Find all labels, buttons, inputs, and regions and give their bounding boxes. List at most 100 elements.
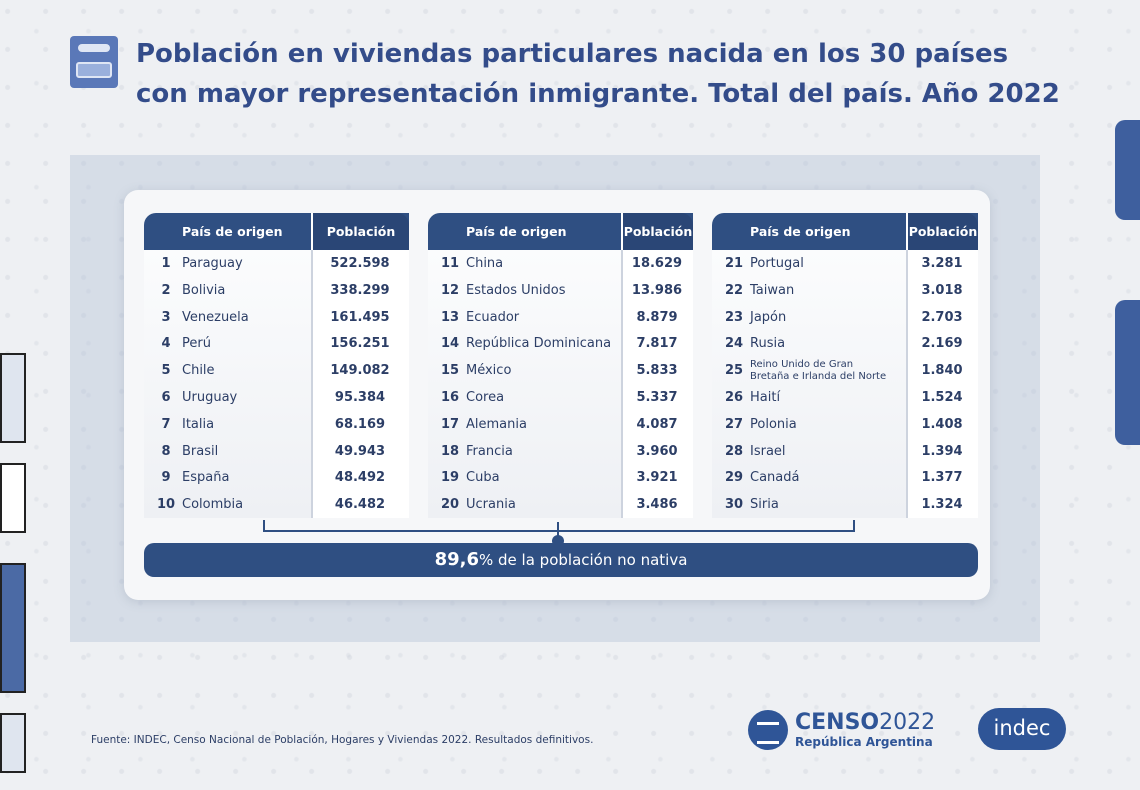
country-name: Italia	[182, 416, 215, 432]
rank-number: 3	[161, 309, 171, 325]
table-body: 21 Portugal 3.281 22 Taiwan 3.018 23 Japón 2.703…	[712, 250, 978, 518]
country-name: Polonia	[750, 416, 797, 432]
country-name: Japón	[750, 309, 787, 325]
deco-block	[1115, 300, 1140, 445]
population-value: 2.703	[921, 309, 963, 325]
population-value: 8.879	[636, 309, 678, 325]
table-row: 30 Siria 1.324	[712, 491, 978, 518]
censo-subtitle: República Argentina	[795, 735, 933, 749]
header-population: Población	[621, 213, 693, 250]
country-name: China	[466, 256, 504, 271]
censo-word: CENSO	[795, 710, 880, 735]
deco-block	[0, 713, 26, 773]
rank-number: 11	[440, 256, 460, 271]
population-value: 1.408	[921, 416, 963, 432]
table-header: País de origen Población	[712, 213, 978, 250]
population-value: 4.087	[636, 416, 678, 432]
population-value: 161.495	[330, 309, 390, 325]
table-body: 1 Paraguay 522.598 2 Bolivia 338.299 3 Venezuel…	[144, 250, 409, 518]
rank-number: 8	[161, 443, 171, 459]
table-row: 14 República Dominicana 7.817	[428, 330, 693, 357]
rank-number: 14	[440, 336, 460, 352]
table-ranks-1-10: País de origen Población 1 Paraguay 522.598 2…	[144, 213, 409, 518]
population-value: 95.384	[334, 389, 386, 405]
population-value: 3.486	[636, 497, 678, 513]
population-value: 3.281	[921, 256, 963, 271]
summary-bracket	[263, 520, 855, 532]
country-name: Reino Unido de Gran Bretaña e Irlanda del…	[750, 359, 886, 383]
population-value: 5.337	[636, 389, 678, 405]
table-row: 9 España 48.492	[144, 464, 409, 491]
rank-number: 6	[161, 389, 171, 405]
rank-number: 9	[161, 470, 171, 486]
table-row: 19 Cuba 3.921	[428, 464, 693, 491]
population-value: 3.960	[636, 443, 678, 459]
bracket-stem	[557, 522, 559, 536]
rank-number: 2	[161, 282, 171, 298]
population-column	[906, 250, 978, 518]
table-row: 8 Brasil 49.943	[144, 438, 409, 465]
country-name: México	[466, 363, 512, 379]
right-decoration	[1115, 20, 1140, 445]
table-row: 2 Bolivia 338.299	[144, 277, 409, 304]
table-ranks-21-30: País de origen Población 21 Portugal 3.281 22…	[712, 213, 978, 518]
population-value: 49.943	[334, 443, 386, 459]
deco-block	[0, 563, 26, 693]
bus-icon	[76, 62, 112, 78]
country-name: Alemania	[466, 416, 527, 432]
summary-bar: 89,6% de la población no nativa	[144, 543, 978, 577]
header-population: Población	[311, 213, 409, 250]
population-value: 48.492	[334, 470, 386, 486]
country-name: Haití	[750, 389, 781, 405]
table-row: 23 Japón 2.703	[712, 304, 978, 331]
population-value: 1.324	[921, 497, 963, 513]
deco-block	[0, 463, 26, 533]
rank-number: 27	[724, 416, 744, 432]
header-country: País de origen	[750, 224, 851, 239]
table-row: 24 Rusia 2.169	[712, 330, 978, 357]
population-value: 1.377	[921, 470, 963, 486]
table-header: País de origen Población	[144, 213, 409, 250]
table-row: 17 Alemania 4.087	[428, 411, 693, 438]
country-name: Colombia	[182, 497, 244, 513]
rank-number: 29	[724, 470, 744, 486]
rank-number: 26	[724, 389, 744, 405]
rank-number: 23	[724, 309, 744, 325]
airplane-icon	[78, 44, 110, 52]
country-name: Bolivia	[182, 282, 226, 298]
rank-number: 25	[724, 363, 744, 379]
table-row: 1 Paraguay 522.598	[144, 250, 409, 277]
population-value: 3.018	[921, 282, 963, 298]
header-country: País de origen	[466, 224, 567, 239]
rank-number: 22	[724, 282, 744, 298]
table-ranks-11-20: País de origen Población 11 China 18.629 12 Es…	[428, 213, 693, 518]
population-value: 5.833	[636, 363, 678, 379]
population-value: 7.817	[636, 336, 678, 352]
censo-year: 2022	[879, 710, 936, 735]
population-value: 1.394	[921, 443, 963, 459]
country-name-line: Bretaña e Irlanda del Norte	[750, 371, 887, 383]
table-row: 25 Reino Unido de Gran Bretaña e Irlanda d…	[712, 357, 978, 384]
rank-number: 20	[440, 497, 460, 513]
country-name: Ecuador	[466, 309, 520, 325]
rank-number: 18	[440, 443, 460, 459]
country-name: Estados Unidos	[466, 282, 566, 298]
table-row: 21 Portugal 3.281	[712, 250, 978, 277]
rank-number: 12	[440, 282, 460, 298]
table-row: 11 China 18.629	[428, 250, 693, 277]
table-row: 4 Perú 156.251	[144, 330, 409, 357]
rank-number: 30	[724, 497, 744, 513]
source-note: Fuente: INDEC, Censo Nacional de Poblaci…	[91, 734, 594, 746]
rank-number: 17	[440, 416, 460, 432]
rank-number: 19	[440, 470, 460, 486]
rank-number: 5	[161, 363, 171, 379]
country-name: República Dominicana	[466, 336, 612, 352]
rank-number: 7	[161, 416, 171, 432]
table-row: 15 México 5.833	[428, 357, 693, 384]
rank-number: 15	[440, 363, 460, 379]
table-row: 3 Venezuela 161.495	[144, 304, 409, 331]
country-name: Portugal	[750, 256, 804, 271]
table-row: 13 Ecuador 8.879	[428, 304, 693, 331]
indec-logo: indec	[978, 708, 1066, 750]
population-value: 1.524	[921, 389, 963, 405]
